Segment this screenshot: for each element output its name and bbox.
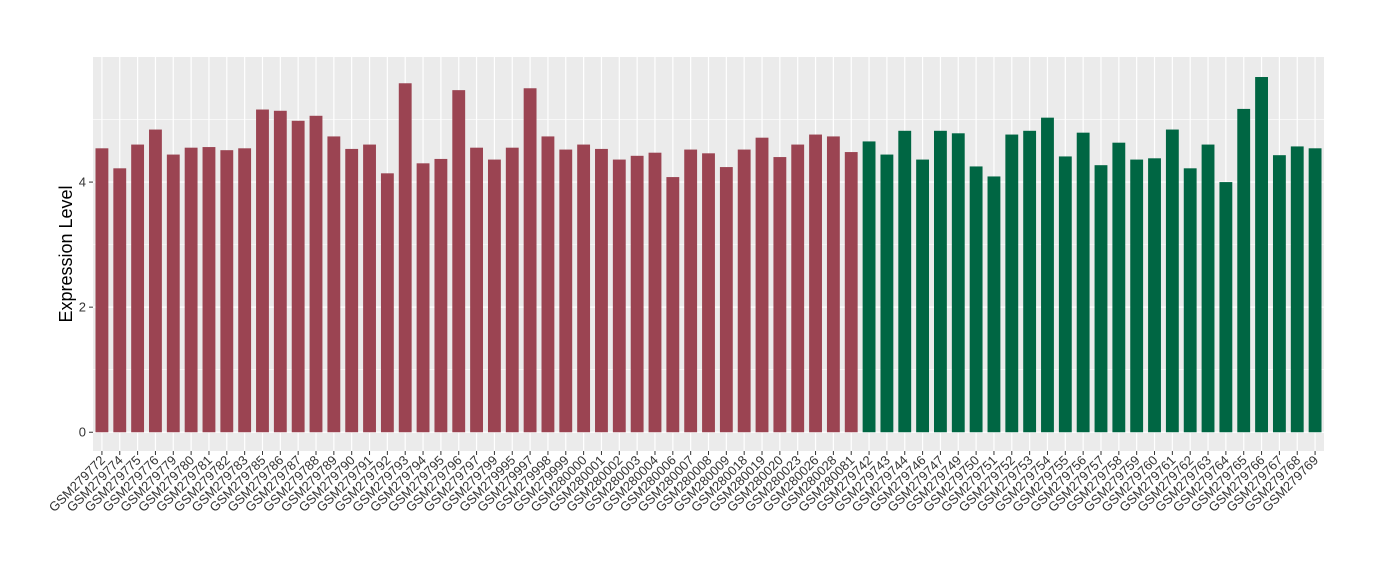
bar-GSM280003 <box>630 155 644 433</box>
bar-GSM280001 <box>595 148 608 433</box>
bar-GSM279759 <box>1130 159 1144 433</box>
bar-GSM279755 <box>1058 156 1072 433</box>
bar-GSM279794 <box>416 163 430 433</box>
bar-GSM279753 <box>1023 130 1037 433</box>
bar-GSM279789 <box>327 136 341 433</box>
bar-GSM280018 <box>737 149 751 433</box>
bar-GSM279772 <box>95 148 109 433</box>
bar-GSM279764 <box>1219 182 1233 433</box>
bar-GSM279744 <box>898 130 912 433</box>
bar-GSM279743 <box>880 154 894 433</box>
bar-GSM279788 <box>309 115 323 433</box>
bar-GSM279765 <box>1237 108 1251 433</box>
bar-GSM279762 <box>1183 168 1197 433</box>
bar-GSM279767 <box>1272 155 1286 433</box>
bar-GSM279797 <box>470 147 483 433</box>
bar-GSM279995 <box>505 147 519 433</box>
bar-GSM279749 <box>951 133 965 433</box>
bar-GSM279998 <box>541 136 555 433</box>
bar-GSM280081 <box>844 152 858 433</box>
bar-GSM280002 <box>612 159 626 433</box>
bars <box>95 77 1322 433</box>
bar-GSM279790 <box>345 148 359 433</box>
bar-GSM279795 <box>434 158 448 433</box>
bar-GSM280023 <box>791 144 805 433</box>
bar-GSM280026 <box>809 134 822 433</box>
bar-GSM279782 <box>220 150 234 433</box>
bar-GSM279781 <box>202 147 216 433</box>
bar-GSM280009 <box>719 167 733 433</box>
bar-GSM279775 <box>131 144 145 433</box>
bar-GSM279761 <box>1165 129 1179 433</box>
bar-GSM279786 <box>273 110 287 433</box>
bar-GSM279769 <box>1308 148 1322 433</box>
bar-GSM279997 <box>523 88 537 433</box>
bar-GSM279752 <box>1005 134 1019 433</box>
bar-GSM279763 <box>1201 144 1215 433</box>
bar-GSM279791 <box>363 144 376 433</box>
bar-GSM279756 <box>1076 132 1090 433</box>
bar-GSM279793 <box>398 83 412 433</box>
bar-GSM279999 <box>559 149 573 433</box>
bar-GSM279792 <box>380 173 394 433</box>
x-axis: GSM279772GSM279774GSM279775GSM279776GSM2… <box>46 451 1321 515</box>
bar-GSM279779 <box>166 154 180 433</box>
y-tick-label: 4 <box>79 175 86 190</box>
bar-GSM280020 <box>773 157 787 433</box>
y-tick-label: 0 <box>79 425 86 440</box>
bar-GSM279766 <box>1255 77 1268 433</box>
bar-GSM279746 <box>916 159 930 433</box>
bar-GSM279758 <box>1112 142 1126 433</box>
bar-GSM279754 <box>1041 117 1054 433</box>
bar-GSM279757 <box>1094 165 1108 433</box>
bar-GSM279774 <box>113 168 127 433</box>
bar-GSM280028 <box>826 136 840 433</box>
bar-GSM279780 <box>184 147 198 433</box>
bar-GSM279750 <box>969 166 983 433</box>
bar-GSM280008 <box>702 153 715 433</box>
bar-GSM279742 <box>862 141 876 433</box>
bar-GSM279760 <box>1148 158 1161 433</box>
bar-GSM280006 <box>666 177 680 433</box>
bar-GSM280019 <box>755 137 769 433</box>
bar-GSM279787 <box>291 120 305 433</box>
bar-GSM279751 <box>987 176 1001 433</box>
bar-GSM279799 <box>487 159 501 433</box>
bar-GSM279768 <box>1290 146 1304 433</box>
bar-GSM279776 <box>149 129 162 433</box>
bar-GSM280004 <box>648 152 662 433</box>
y-axis-title: Expression Level <box>56 185 76 322</box>
bar-GSM279785 <box>256 109 269 433</box>
y-tick-label: 2 <box>79 300 86 315</box>
bar-GSM279783 <box>238 148 252 433</box>
bar-GSM280000 <box>577 144 591 433</box>
bar-GSM279747 <box>934 130 947 433</box>
bar-GSM280007 <box>684 149 698 433</box>
y-axis: 0 2 4 <box>79 175 93 440</box>
bar-GSM279796 <box>452 90 466 433</box>
